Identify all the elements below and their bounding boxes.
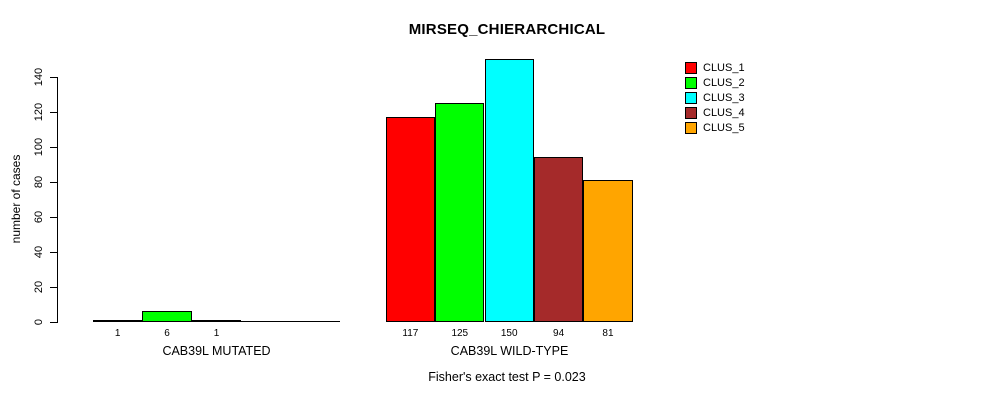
legend-item: CLUS_5: [685, 120, 745, 135]
chart-title: MIRSEQ_CHIERARCHICAL: [408, 21, 606, 38]
bar-value-label: 125: [451, 328, 469, 339]
legend-item: CLUS_3: [685, 90, 745, 105]
y-tick-label: 120: [33, 102, 45, 122]
y-tick-label: 0: [33, 318, 45, 326]
bar-value-label: 81: [602, 328, 614, 339]
y-tick-label: 20: [33, 280, 45, 294]
bar-clus_1: [93, 320, 143, 322]
group-label-wild-type: CAB39L WILD-TYPE: [450, 344, 569, 358]
legend-label: CLUS_1: [703, 61, 745, 74]
bar-value-label: 94: [553, 328, 565, 339]
group-label-mutated: CAB39L MUTATED: [162, 344, 271, 358]
bar-clus_2: [142, 311, 192, 322]
y-axis-line: [57, 77, 58, 323]
y-tick-label: 140: [33, 67, 45, 87]
bar-baseline-clus_4: [241, 321, 291, 322]
bar-value-label: 117: [402, 328, 419, 339]
y-tick: [50, 146, 57, 148]
bar-value-label: 6: [164, 328, 170, 339]
legend-swatch-clus-3: [685, 91, 697, 104]
y-tick: [50, 321, 57, 323]
bar-baseline-clus_5: [290, 321, 340, 322]
y-tick-label: 40: [33, 245, 45, 259]
bar-value-label: 1: [213, 328, 220, 339]
legend-label: CLUS_5: [703, 121, 745, 134]
y-tick-label: 100: [33, 137, 45, 157]
legend-item: CLUS_1: [685, 60, 745, 75]
legend-item: CLUS_2: [685, 75, 745, 90]
y-tick: [50, 76, 57, 78]
y-tick: [50, 251, 57, 253]
bar-clus_2: [435, 103, 485, 322]
bar-clus_3: [484, 59, 534, 322]
legend-swatch-clus-5: [685, 121, 697, 134]
bar-clus_5: [583, 180, 633, 322]
bar-clus_1: [385, 117, 436, 322]
fisher-test-caption: Fisher's exact test P = 0.023: [428, 370, 586, 384]
y-tick-label: 60: [33, 210, 45, 224]
legend-swatch-clus-1: [685, 61, 697, 74]
y-tick: [50, 111, 57, 113]
y-axis-title: number of cases: [9, 154, 23, 244]
bar-clus_4: [533, 157, 584, 322]
y-tick: [50, 181, 57, 183]
legend-label: CLUS_2: [703, 76, 745, 89]
bar-value-label: 150: [500, 328, 518, 339]
bar-value-label: 1: [114, 328, 121, 339]
legend-swatch-clus-4: [685, 106, 697, 119]
legend-swatch-clus-2: [685, 76, 697, 89]
legend-label: CLUS_4: [703, 106, 745, 119]
y-tick: [50, 286, 57, 288]
legend-label: CLUS_3: [703, 91, 745, 104]
y-tick: [50, 216, 57, 218]
bar-clus_3: [191, 320, 242, 322]
legend-item: CLUS_4: [685, 105, 745, 120]
y-tick-label: 80: [33, 175, 45, 189]
